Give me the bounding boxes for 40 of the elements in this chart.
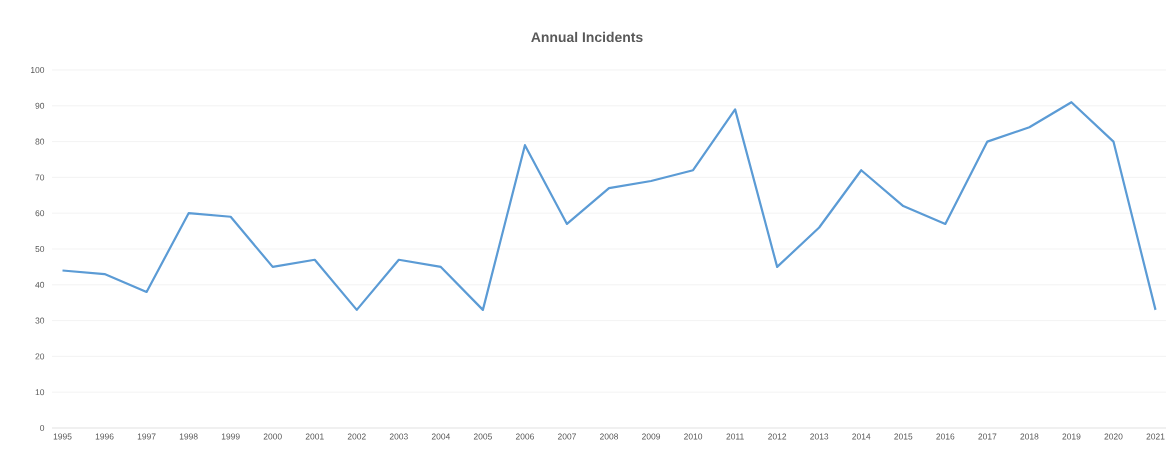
x-tick-label: 2013 [810, 433, 829, 440]
x-tick-label: 1998 [179, 433, 198, 440]
x-tick-label: 2016 [936, 433, 955, 440]
x-tick-label: 2021 [1146, 433, 1165, 440]
x-tick-label: 2011 [726, 433, 744, 440]
y-tick-label: 80 [35, 138, 45, 145]
x-tick-label: 2019 [1062, 433, 1081, 440]
x-tick-label: 2007 [557, 433, 576, 440]
x-tick-label: 2002 [347, 433, 366, 440]
x-tick-label: 2001 [305, 433, 324, 440]
x-tick-label: 1996 [95, 433, 114, 440]
x-tick-label: 1995 [53, 433, 72, 440]
x-tick-label: 2010 [684, 433, 703, 440]
x-tick-label: 2004 [431, 433, 451, 440]
x-tick-label: 2003 [389, 433, 408, 440]
chart-title: Annual Incidents [531, 31, 643, 43]
x-tick-label: 1999 [221, 433, 240, 440]
y-tick-label: 30 [35, 317, 45, 324]
y-tick-label: 100 [30, 67, 45, 73]
x-tick-label: 2020 [1104, 433, 1123, 440]
x-tick-label: 2012 [768, 433, 787, 440]
x-tick-label: 2018 [1020, 433, 1039, 440]
x-tick-label: 2014 [852, 433, 871, 440]
x-tick-label: 2006 [515, 433, 534, 440]
y-tick-label: 10 [35, 389, 45, 396]
x-tick-label: 1997 [137, 433, 156, 440]
x-tick-label: 2015 [894, 433, 913, 440]
x-tick-label: 2005 [473, 433, 492, 440]
x-tick-label: 2009 [642, 433, 661, 440]
y-tick-label: 70 [35, 174, 45, 181]
x-tick-label: 2008 [600, 433, 619, 440]
y-tick-label: 0 [40, 425, 45, 431]
y-tick-label: 40 [35, 281, 45, 288]
line-series [61, 101, 1157, 311]
y-tick-label: 90 [35, 102, 45, 109]
y-tick-label: 50 [35, 246, 45, 252]
x-tick-label: 2017 [978, 433, 997, 440]
x-tick-label: 2000 [263, 433, 282, 440]
y-tick-label: 60 [35, 210, 45, 217]
y-tick-label: 20 [35, 353, 45, 360]
